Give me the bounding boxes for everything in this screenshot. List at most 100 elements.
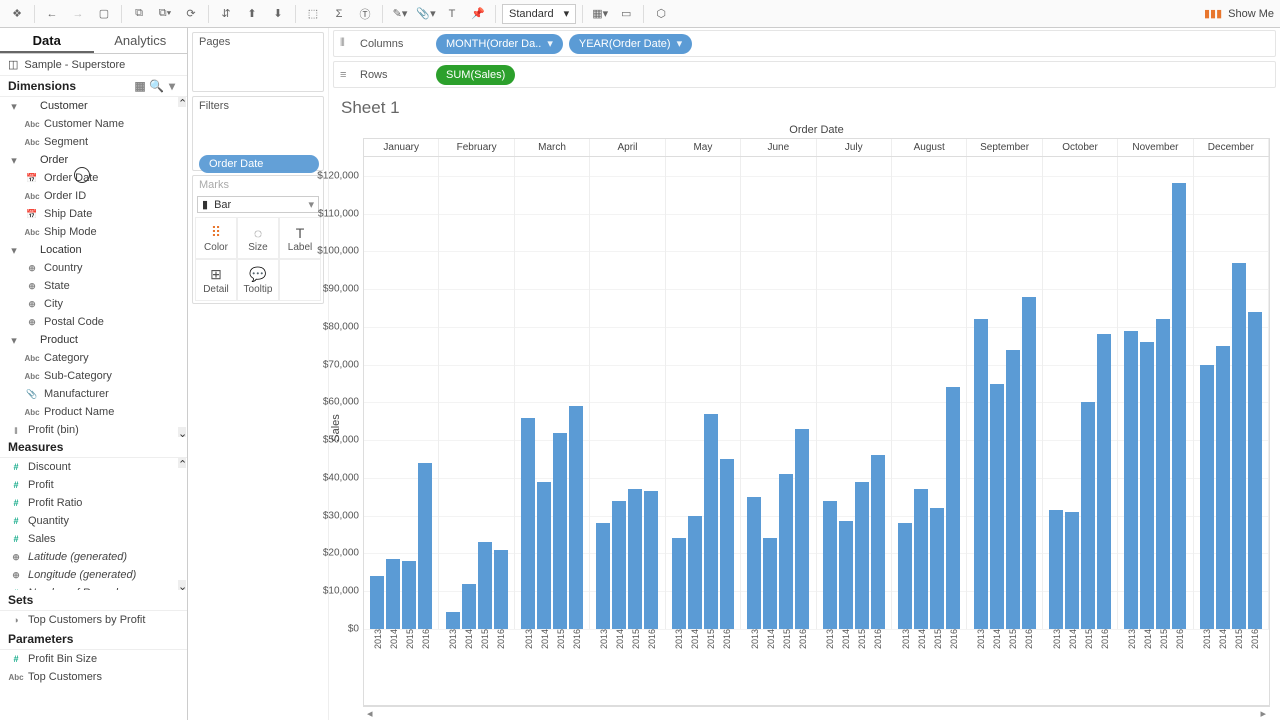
bar[interactable]: [747, 497, 761, 629]
tree-item[interactable]: ⊕State: [0, 277, 187, 295]
tree-item[interactable]: #Sales: [0, 530, 187, 548]
bar[interactable]: [402, 561, 416, 629]
bar[interactable]: [1065, 512, 1079, 629]
tree-folder[interactable]: ▾Location: [0, 241, 187, 259]
bar[interactable]: [974, 319, 988, 629]
pill-month-orderdate[interactable]: MONTH(Order Da..▾: [436, 34, 563, 54]
bar[interactable]: [628, 489, 642, 629]
columns-shelf[interactable]: ⦀ Columns MONTH(Order Da..▾ YEAR(Order D…: [333, 30, 1276, 57]
bar[interactable]: [720, 459, 734, 629]
tree-item[interactable]: #Profit Ratio: [0, 494, 187, 512]
bar[interactable]: [946, 387, 960, 629]
bar[interactable]: [446, 612, 460, 629]
tree-item[interactable]: ⊕Country: [0, 259, 187, 277]
tree-item[interactable]: 📎Manufacturer: [0, 385, 187, 403]
plot-area[interactable]: $0$10,000$20,000$30,000$40,000$50,000$60…: [364, 157, 1269, 629]
tree-item[interactable]: #Number of Records: [0, 584, 187, 590]
pill-year-orderdate[interactable]: YEAR(Order Date)▾: [569, 34, 692, 54]
sheet-title[interactable]: Sheet 1: [329, 90, 1280, 122]
tree-item[interactable]: AbcOrder ID: [0, 187, 187, 205]
cards-icon[interactable]: ▦▾: [589, 3, 611, 25]
bar[interactable]: [704, 414, 718, 629]
bar[interactable]: [521, 418, 535, 629]
bar[interactable]: [418, 463, 432, 629]
bar[interactable]: [370, 576, 384, 629]
logo-icon[interactable]: ❖: [6, 3, 28, 25]
tree-item[interactable]: AbcSegment: [0, 133, 187, 151]
tree-item[interactable]: #Profit: [0, 476, 187, 494]
tree-item[interactable]: #Profit Bin Size: [0, 650, 187, 668]
highlight-icon[interactable]: ✎▾: [389, 3, 411, 25]
bar[interactable]: [596, 523, 610, 629]
bar[interactable]: [871, 455, 885, 629]
tree-item[interactable]: ⊕Postal Code: [0, 313, 187, 331]
bar[interactable]: [537, 482, 551, 629]
bar[interactable]: [1200, 365, 1214, 629]
bar[interactable]: [1097, 334, 1111, 629]
bar[interactable]: [1156, 319, 1170, 629]
text-icon[interactable]: T: [441, 3, 463, 25]
rows-shelf[interactable]: ≡ Rows SUM(Sales): [333, 61, 1276, 88]
menu-icon[interactable]: ▾: [165, 79, 179, 93]
present-icon[interactable]: ▭: [615, 3, 637, 25]
tree-item[interactable]: AbcCategory: [0, 349, 187, 367]
scroll-right-icon[interactable]: ▸: [1260, 707, 1266, 720]
scroll-up-indicator[interactable]: ⌃: [178, 97, 186, 107]
refresh-icon[interactable]: ⟳: [180, 3, 202, 25]
forward-icon[interactable]: →: [67, 3, 89, 25]
bar[interactable]: [914, 489, 928, 629]
bar[interactable]: [898, 523, 912, 629]
pill-sum-sales[interactable]: SUM(Sales): [436, 65, 515, 85]
fit-dropdown[interactable]: Standard ▾: [502, 4, 576, 24]
bar[interactable]: [553, 433, 567, 629]
mark-detail[interactable]: ⊞Detail: [195, 259, 237, 301]
bar[interactable]: [386, 559, 400, 629]
sort-desc-icon[interactable]: ⬇: [267, 3, 289, 25]
bar[interactable]: [569, 406, 583, 629]
pin-icon[interactable]: 📌: [467, 3, 489, 25]
pages-shelf[interactable]: Pages: [192, 32, 324, 92]
bar[interactable]: [462, 584, 476, 629]
group-icon[interactable]: ⬚: [302, 3, 324, 25]
bar[interactable]: [1006, 350, 1020, 629]
bar[interactable]: [1022, 297, 1036, 629]
bar[interactable]: [644, 491, 658, 629]
abc-icon[interactable]: Ⓣ: [354, 3, 376, 25]
tree-item[interactable]: #Quantity: [0, 512, 187, 530]
tree-item[interactable]: #Discount: [0, 458, 187, 476]
tree-folder[interactable]: ▾Customer: [0, 97, 187, 115]
bar[interactable]: [930, 508, 944, 629]
bar[interactable]: [779, 474, 793, 629]
swap-icon[interactable]: ⇵: [215, 3, 237, 25]
mark-color[interactable]: ⠿Color: [195, 217, 237, 259]
scroll-down-indicator[interactable]: ⌄: [178, 427, 186, 437]
horizontal-scrollbar[interactable]: ◂ ▸: [363, 706, 1270, 720]
bar[interactable]: [795, 429, 809, 629]
tree-item[interactable]: ⊕Longitude (generated): [0, 566, 187, 584]
bar[interactable]: [688, 516, 702, 629]
tree-item[interactable]: 📅Ship Date: [0, 205, 187, 223]
bar[interactable]: [990, 384, 1004, 629]
filters-shelf[interactable]: Filters Order Date: [192, 96, 324, 171]
new-sheet-icon[interactable]: ⧉▾: [154, 3, 176, 25]
show-me-button[interactable]: ▮▮▮ Show Me: [1204, 7, 1274, 20]
datasource-row[interactable]: ◫ Sample - Superstore: [0, 54, 187, 76]
tree-item[interactable]: AbcTop Customers: [0, 668, 187, 686]
bar[interactable]: [1232, 263, 1246, 629]
view-icon[interactable]: ▦: [133, 79, 147, 93]
bar[interactable]: [494, 550, 508, 629]
bar[interactable]: [478, 542, 492, 629]
bar[interactable]: [1124, 331, 1138, 629]
bar[interactable]: [1172, 183, 1186, 629]
new-datasource-icon[interactable]: ⧉: [128, 3, 150, 25]
tree-item[interactable]: AbcShip Mode: [0, 223, 187, 241]
bar[interactable]: [1216, 346, 1230, 629]
share-icon[interactable]: ⬡: [650, 3, 672, 25]
mark-size[interactable]: ◌Size: [237, 217, 279, 259]
bar[interactable]: [1049, 510, 1063, 629]
tree-item[interactable]: ⊕City: [0, 295, 187, 313]
tree-item[interactable]: AbcCustomer Name: [0, 115, 187, 133]
scroll-left-icon[interactable]: ◂: [367, 707, 373, 720]
bar[interactable]: [763, 538, 777, 629]
scroll-down-indicator[interactable]: ⌄: [178, 580, 186, 590]
